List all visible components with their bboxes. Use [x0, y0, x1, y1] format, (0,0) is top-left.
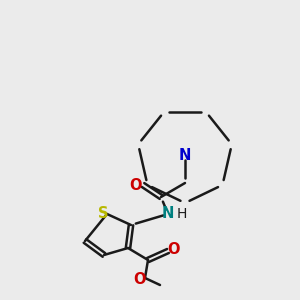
Text: O: O: [134, 272, 146, 286]
Text: S: S: [98, 206, 108, 220]
Text: N: N: [162, 206, 174, 221]
Text: H: H: [177, 207, 187, 221]
Text: N: N: [179, 148, 191, 163]
Text: O: O: [130, 178, 142, 193]
Text: O: O: [168, 242, 180, 257]
